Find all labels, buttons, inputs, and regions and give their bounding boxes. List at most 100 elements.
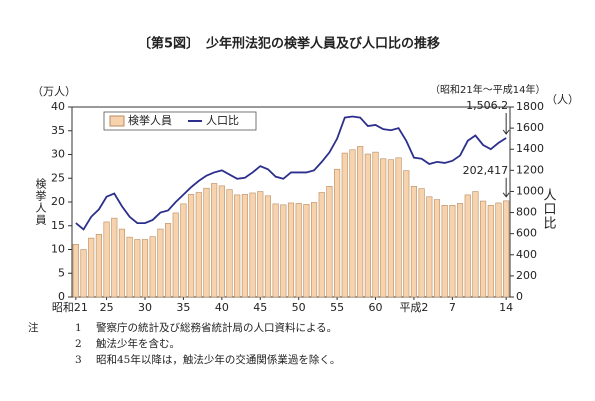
bar [172,212,179,298]
bar [72,243,79,298]
bar [103,221,110,298]
note-text: 触法少年を含む。 [96,337,180,350]
chart-title: 少年刑法犯の検挙人員及び人口比の推移 [205,36,440,52]
bar [218,185,225,298]
period: （昭和21年～平成14年） [430,83,545,96]
bar [111,217,118,298]
bar [310,202,318,298]
note-number: 2 [75,338,82,350]
bar [464,194,471,298]
bar [503,200,510,298]
bar [480,200,487,298]
bar [149,236,156,298]
annotation-arrow [502,113,510,135]
bar [195,192,202,298]
bar [118,228,126,298]
y-axis-title: 検挙人員 [34,177,47,226]
y-tick-label: 20 [51,195,65,208]
legend-label: 検挙人員 [128,113,172,127]
y-tick-label: 35 [51,124,65,137]
y-tick-label: 0 [58,290,65,303]
bar [249,192,256,298]
bar [303,204,310,298]
bar [272,203,279,298]
data-label: 1,506.2 [466,99,508,112]
bar [472,191,479,298]
y2-unit: （人） [546,93,579,106]
y2-tick-label: 1000 [516,184,544,197]
y-tick-label: 15 [51,219,65,232]
bar [287,202,295,298]
y2-tick-label: 600 [516,227,537,240]
x-tick-label: 45 [253,301,267,314]
bar [326,186,333,298]
bar [403,170,410,298]
bar [449,205,456,298]
line [75,115,507,231]
y2-tick-label: 1800 [516,100,544,113]
bar [295,203,302,298]
y2-tick-label: 0 [516,290,523,303]
x-tick-label: 昭和21 [52,301,88,314]
bar [257,191,264,298]
legend-label: 人口比 [206,114,239,127]
note-text: 警察庁の統計及び総務省統計局の人口資料による。 [96,321,337,334]
y2-tick-label: 1400 [516,142,544,155]
bar [241,194,248,298]
note-number: 1 [75,322,82,334]
figure-label: 〔第5図〕 [138,36,199,52]
legend-swatch [109,115,125,127]
bar [141,239,149,298]
y-tick-label: 10 [51,243,65,256]
bar [234,194,241,298]
bar [95,234,102,298]
legend-box [103,111,257,131]
bar [433,199,441,298]
y-unit: （万人） [32,85,76,98]
bar [380,158,387,298]
y2-tick-label: 800 [516,206,537,219]
x-tick-label: 平成2 [399,301,428,314]
x-tick-label: 40 [215,301,229,314]
y-tick-label: 5 [58,266,65,279]
bar [188,194,195,298]
note-text: 昭和45年以降は，触法少年の交通関係業過を除く。 [96,353,340,366]
x-tick-label: 55 [330,301,344,314]
bar [395,157,402,298]
bar [211,183,218,298]
bar [387,159,394,298]
y2-axis-title: 人口比 [541,188,557,230]
bar [372,151,379,298]
bar [334,168,341,298]
data-label: 202,417 [463,164,509,177]
bar [495,202,502,298]
bar [426,196,433,298]
bar [364,153,371,298]
bar [487,205,494,298]
y2-tick-label: 1200 [516,163,544,176]
y-tick-label: 40 [51,100,65,113]
bar [134,239,141,298]
y2-tick-label: 1600 [516,121,544,134]
y-tick-label: 30 [51,148,65,161]
note-prefix: 注 [28,321,39,334]
bar [341,152,348,298]
bar [157,228,164,298]
x-tick-label: 50 [292,301,306,314]
bar [456,203,464,298]
bar [80,249,87,298]
bar [264,195,272,298]
x-tick-label: 25 [100,301,114,314]
bar [180,203,187,298]
bar [226,189,233,298]
x-tick-label: 14 [499,301,513,314]
bar [318,192,325,298]
bar [203,187,210,298]
y2-tick-label: 200 [516,269,537,282]
bar [126,236,133,298]
x-tick-label: 35 [176,301,190,314]
x-tick-label: 30 [138,301,152,314]
bar [357,146,364,298]
bar [418,188,425,298]
